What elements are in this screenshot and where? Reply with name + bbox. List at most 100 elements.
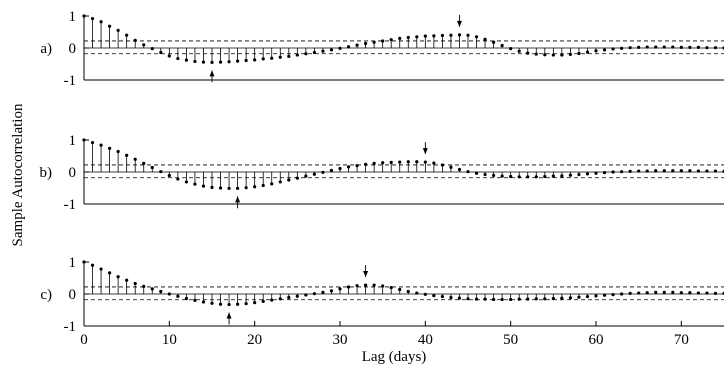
x-tick-label: 20 bbox=[247, 332, 262, 348]
stem-marker bbox=[364, 162, 368, 166]
stem-marker bbox=[466, 297, 470, 301]
stem-marker bbox=[355, 43, 359, 47]
stem-marker bbox=[654, 169, 658, 173]
stem-marker bbox=[551, 296, 555, 301]
stem-marker bbox=[679, 169, 683, 173]
stem-marker bbox=[338, 287, 342, 291]
stem-marker bbox=[82, 260, 86, 264]
x-axis: 0 10 20 30 40 50 60 70 bbox=[80, 321, 689, 348]
stem-marker bbox=[261, 183, 265, 188]
stem-marker bbox=[389, 160, 393, 164]
stem-marker bbox=[551, 174, 555, 178]
stem-marker bbox=[483, 172, 487, 177]
stem-marker bbox=[329, 289, 334, 293]
y-axis-label: Sample Autocorrelation bbox=[10, 103, 26, 246]
stem-marker bbox=[637, 45, 641, 49]
stem-marker bbox=[483, 297, 487, 301]
stem-marker bbox=[594, 49, 598, 53]
stem-marker bbox=[688, 291, 692, 295]
stem-marker bbox=[654, 290, 658, 294]
stem-marker bbox=[551, 53, 555, 57]
stem-marker bbox=[449, 33, 453, 37]
stem-marker bbox=[108, 24, 112, 28]
stem-marker bbox=[346, 165, 351, 169]
stem-marker bbox=[500, 43, 504, 48]
stem-marker bbox=[329, 48, 334, 52]
stem-marker bbox=[287, 295, 291, 300]
minimum-arrow-head bbox=[226, 312, 232, 319]
stem-marker bbox=[526, 175, 530, 179]
stem-marker bbox=[278, 297, 282, 301]
stem-marker bbox=[449, 295, 453, 300]
stem-marker bbox=[372, 161, 376, 165]
stem-marker bbox=[270, 182, 274, 186]
stem-marker bbox=[90, 16, 95, 21]
stem-marker bbox=[244, 302, 248, 306]
panel-label: b) bbox=[40, 165, 53, 181]
stem-marker bbox=[176, 177, 180, 181]
stem-marker bbox=[253, 185, 257, 189]
stem-marker bbox=[90, 263, 95, 267]
stem-marker bbox=[705, 169, 709, 173]
stem-marker bbox=[184, 180, 188, 184]
stem-marker bbox=[432, 161, 436, 165]
stem-marker bbox=[577, 51, 581, 56]
stem-marker bbox=[167, 173, 171, 178]
maximum-arrow-head bbox=[363, 271, 369, 278]
stem-marker bbox=[304, 293, 308, 297]
stem-marker bbox=[355, 164, 359, 168]
stem-marker bbox=[346, 45, 351, 49]
stem-marker bbox=[338, 166, 342, 171]
minimum-arrow-head bbox=[235, 196, 241, 203]
stem-marker bbox=[662, 169, 666, 173]
stem-marker bbox=[133, 157, 137, 161]
stem-marker bbox=[201, 60, 206, 64]
stem-marker bbox=[696, 45, 701, 49]
stem-marker bbox=[312, 172, 316, 176]
stem-marker bbox=[304, 52, 308, 56]
stem-marker bbox=[492, 40, 496, 44]
stem-marker bbox=[526, 297, 530, 301]
stem-marker bbox=[602, 171, 607, 175]
x-tick-label: 70 bbox=[674, 332, 689, 348]
stem-marker bbox=[517, 175, 521, 179]
stem-marker bbox=[270, 56, 274, 60]
stem-marker bbox=[312, 50, 316, 55]
stem-marker bbox=[423, 160, 427, 164]
stem-marker bbox=[133, 38, 137, 42]
stem-marker bbox=[227, 60, 231, 64]
stem-marker bbox=[116, 275, 120, 279]
stem-marker bbox=[108, 271, 112, 275]
stem-marker bbox=[150, 47, 154, 51]
stem-marker bbox=[423, 34, 427, 38]
stem-marker bbox=[415, 160, 419, 164]
stem-marker bbox=[142, 161, 146, 165]
y-tick-label: -1 bbox=[64, 319, 77, 335]
stem-marker bbox=[406, 160, 410, 164]
stem-marker bbox=[193, 182, 197, 186]
stem-marker bbox=[432, 34, 436, 38]
stem-marker bbox=[381, 284, 385, 288]
stem-marker bbox=[116, 149, 120, 154]
stem-marker bbox=[406, 289, 410, 294]
stem-marker bbox=[227, 302, 231, 307]
stem-marker bbox=[517, 49, 521, 53]
stem-marker bbox=[321, 290, 325, 294]
stem-marker bbox=[509, 297, 513, 302]
stem-marker bbox=[210, 301, 214, 305]
stem-marker bbox=[398, 160, 402, 164]
stem-marker bbox=[568, 52, 573, 57]
stem-marker bbox=[466, 170, 470, 174]
stem-marker bbox=[218, 60, 223, 64]
stem-marker bbox=[99, 20, 103, 24]
stem-marker bbox=[82, 14, 86, 18]
panel-label: c) bbox=[40, 287, 52, 303]
stem-marker bbox=[628, 169, 632, 173]
y-tick-label: 1 bbox=[69, 255, 77, 271]
x-tick-label: 40 bbox=[418, 332, 433, 348]
y-tick-label: 0 bbox=[69, 165, 77, 181]
stem-marker bbox=[620, 292, 624, 296]
stem-marker bbox=[201, 300, 206, 304]
stem-marker bbox=[389, 38, 393, 42]
stem-marker bbox=[585, 50, 590, 54]
